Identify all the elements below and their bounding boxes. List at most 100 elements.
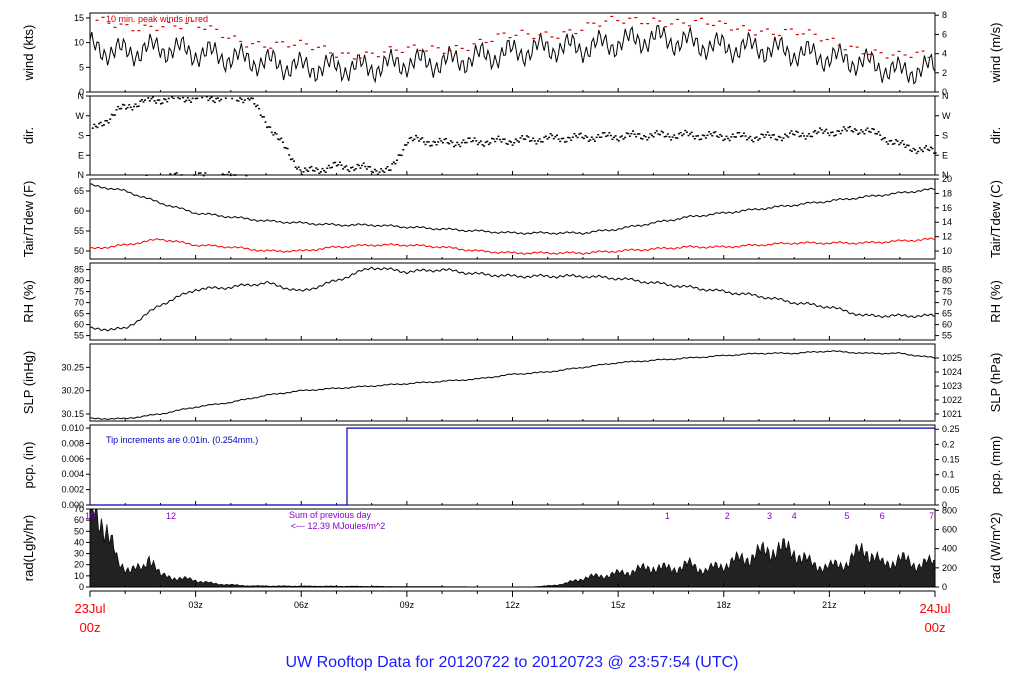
left-tick-label: 80: [74, 276, 84, 286]
direction-point: [470, 140, 473, 143]
y-axis-label-left: dir.: [21, 127, 36, 144]
y-axis-label-right: wind (m/s): [988, 23, 1003, 84]
direction-point: [372, 171, 375, 174]
time-tick-label: 03z: [188, 600, 203, 610]
direction-point: [904, 146, 907, 148]
direction-point: [180, 174, 183, 176]
direction-point: [549, 133, 552, 135]
left-tick-label: 30.20: [61, 386, 84, 396]
direction-point: [147, 97, 150, 99]
direction-point: [140, 99, 143, 101]
direction-point: [438, 137, 441, 140]
y-axis-label-left: pcp. (in): [21, 442, 36, 489]
direction-point: [633, 133, 636, 135]
direction-point: [245, 174, 248, 177]
direction-point: [537, 140, 539, 142]
direction-point: [126, 106, 129, 109]
direction-point: [256, 104, 259, 107]
direction-point: [589, 139, 592, 141]
direction-point: [590, 136, 593, 138]
left-tick-label: 0: [79, 582, 84, 592]
direction-point: [540, 140, 543, 143]
direction-point: [521, 135, 524, 137]
direction-point: [443, 138, 446, 141]
start-hour-label: 00z: [80, 620, 101, 635]
direction-point: [620, 135, 623, 137]
direction-point: [603, 132, 606, 134]
left-tick-label: 0: [79, 87, 84, 97]
left-tick-label: 30.25: [61, 362, 84, 372]
direction-point: [814, 130, 817, 132]
right-tick-label: 18: [942, 188, 952, 198]
direction-point: [286, 147, 289, 150]
direction-point: [357, 164, 360, 167]
direction-point: [196, 97, 199, 100]
direction-point: [350, 167, 352, 169]
right-tick-label: N: [942, 170, 949, 180]
direction-point: [758, 137, 761, 140]
precipitation-line: [90, 427, 935, 506]
direction-point: [662, 131, 665, 134]
left-tick-label: 0.010: [61, 423, 84, 433]
direction-point: [659, 133, 661, 136]
right-tick-label: S: [942, 131, 948, 141]
direction-point: [668, 136, 671, 138]
direction-point: [839, 132, 842, 135]
direction-point: [329, 167, 332, 169]
direction-point: [508, 140, 511, 142]
radiation-area: [89, 508, 936, 588]
direction-point: [169, 173, 172, 175]
dewpoint-line: [89, 237, 936, 255]
direction-point: [427, 141, 430, 143]
direction-point: [307, 170, 310, 172]
right-tick-label: 0.05: [942, 485, 960, 495]
direction-point: [782, 137, 785, 139]
direction-point: [801, 132, 804, 135]
direction-point: [243, 99, 246, 101]
direction-point: [293, 160, 295, 162]
direction-point: [269, 126, 272, 128]
right-tick-label: 80: [942, 276, 952, 286]
right-tick-label: 55: [942, 331, 952, 341]
direction-point: [847, 126, 850, 129]
direction-point: [581, 136, 584, 139]
direction-point: [125, 108, 127, 110]
direction-point: [722, 139, 725, 142]
direction-point: [909, 149, 912, 151]
direction-point: [128, 104, 131, 106]
direction-point: [113, 114, 116, 116]
time-axis: 03z 06z 09z 12z 15z 18z 21z: [89, 590, 936, 610]
direction-point: [784, 133, 787, 135]
direction-point: [678, 133, 680, 135]
direction-point: [567, 136, 570, 139]
direction-point: [326, 167, 329, 169]
direction-point: [407, 141, 410, 144]
end-date-label: 24Jul: [919, 601, 950, 616]
direction-point: [625, 132, 628, 134]
direction-point: [134, 103, 137, 105]
direction-point: [844, 128, 847, 130]
direction-point: [836, 130, 839, 132]
direction-point: [216, 97, 219, 99]
direction-point: [115, 109, 118, 111]
direction-point: [514, 138, 517, 140]
direction-point: [201, 96, 204, 99]
right-tick-label: 1021: [942, 409, 962, 419]
direction-point: [627, 132, 630, 135]
y-axis-label-right: RH (%): [988, 280, 1003, 323]
direction-point: [690, 131, 693, 134]
direction-point: [684, 129, 687, 132]
direction-point: [697, 135, 699, 137]
direction-point: [674, 137, 677, 139]
left-tick-label: 40: [74, 537, 84, 547]
direction-point: [413, 138, 416, 140]
direction-point: [346, 169, 349, 171]
direction-point: [530, 139, 533, 142]
direction-point: [833, 135, 836, 137]
direction-point: [857, 133, 859, 135]
direction-point: [643, 135, 646, 137]
direction-point: [104, 120, 107, 122]
direction-point: [879, 134, 882, 136]
direction-point: [106, 120, 108, 122]
direction-point: [386, 166, 389, 168]
